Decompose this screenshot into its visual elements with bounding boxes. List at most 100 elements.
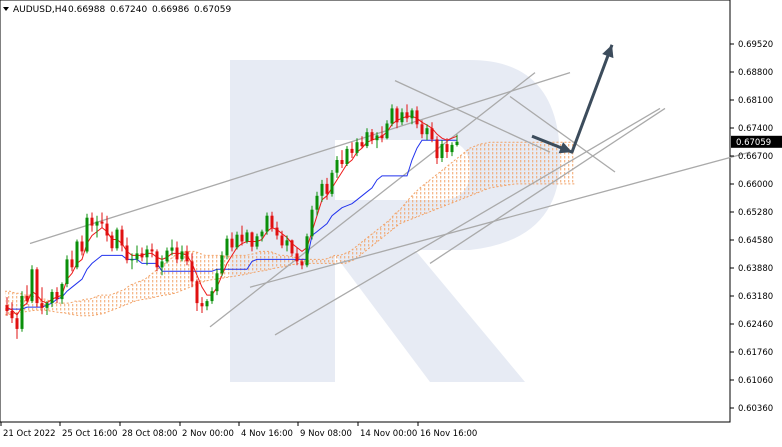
ichimoku-cloud <box>4 141 575 317</box>
time-tick-label: 14 Nov 00:00 <box>360 429 417 439</box>
candle <box>185 245 189 266</box>
forecast-mid-arrowhead <box>558 142 572 154</box>
candle-body <box>400 112 404 123</box>
candle <box>245 229 249 244</box>
candle-body <box>65 259 69 284</box>
candle-body <box>240 234 244 242</box>
candle <box>145 245 149 266</box>
candle-body <box>310 209 314 237</box>
current-price-box <box>731 135 782 148</box>
candle-body <box>305 236 309 266</box>
candle-body <box>35 269 39 304</box>
candle <box>70 250 74 272</box>
candle-body <box>235 234 239 248</box>
candle <box>235 231 239 250</box>
candle-body <box>270 215 274 228</box>
candle <box>140 247 144 262</box>
candle-body <box>420 124 424 135</box>
candle <box>410 108 414 125</box>
trend-channels <box>29 71 751 336</box>
kijun-sen-line <box>7 139 457 310</box>
candle <box>155 249 159 272</box>
senkou-b-line <box>4 183 575 317</box>
time-axis: 21 Oct 2022 25 Oct 16:00 28 Oct 08:00 2 Nov… <box>0 422 477 439</box>
candle <box>370 129 374 145</box>
candle-body <box>50 292 54 304</box>
time-tick-label: 25 Oct 16:00 <box>62 429 117 439</box>
candle <box>405 104 409 123</box>
candle <box>415 106 419 129</box>
candle-body <box>360 142 364 147</box>
candle <box>80 235 84 256</box>
candle <box>65 255 69 288</box>
candle-body <box>250 232 254 247</box>
candle-body <box>445 144 449 152</box>
price-tick-label: 0.63880 <box>738 264 773 274</box>
candle <box>335 156 339 178</box>
candle <box>5 297 9 316</box>
candle <box>35 267 39 308</box>
candle-body <box>405 112 409 119</box>
candle-body <box>90 217 94 226</box>
trend-line-2 <box>274 107 661 336</box>
candle <box>395 106 399 129</box>
time-tick-label: 9 Nov 08:00 <box>300 429 352 439</box>
candle-body <box>430 128 434 140</box>
candle-body <box>185 251 189 262</box>
trend-line-1 <box>209 72 536 328</box>
candle <box>365 128 369 149</box>
candle-body <box>315 195 319 210</box>
candle <box>55 287 59 304</box>
symbol-dropdown-icon[interactable] <box>3 7 9 11</box>
candle-body <box>200 303 204 307</box>
candle-body <box>395 108 399 123</box>
symbol-label: AUDUSD,H4 <box>13 5 68 15</box>
candle <box>230 232 234 252</box>
candle-body <box>340 160 344 164</box>
candle-body <box>115 229 119 249</box>
candle <box>150 243 154 258</box>
candle <box>345 146 349 166</box>
candle <box>340 150 344 168</box>
candle <box>260 229 264 242</box>
candle-body <box>80 241 84 252</box>
price-tick-label: 0.67400 <box>738 124 773 134</box>
forecast-end-arrowhead <box>602 44 614 59</box>
candle <box>215 269 219 296</box>
candle-body <box>455 141 459 145</box>
candle-body <box>130 259 134 261</box>
candle-body <box>435 139 439 159</box>
candle <box>190 253 194 288</box>
candle-body <box>280 235 284 246</box>
candle <box>160 255 164 276</box>
candle-body <box>30 269 34 302</box>
candle <box>205 299 209 311</box>
candle-body <box>105 223 109 236</box>
candle <box>315 191 319 216</box>
candle-body <box>25 295 29 302</box>
current-price-label: 0.67059 <box>736 138 771 148</box>
candles <box>5 104 459 339</box>
price-tick-label: 0.63180 <box>738 292 773 302</box>
candle-body <box>170 247 174 251</box>
candle-body <box>5 305 9 312</box>
price-tick-label: 0.62460 <box>738 320 773 330</box>
candle <box>300 259 304 270</box>
candle-body <box>295 253 299 262</box>
candle <box>175 241 179 264</box>
forecast-path <box>531 44 614 154</box>
candle-body <box>210 291 214 302</box>
candle-body <box>330 172 334 194</box>
candle <box>225 235 229 260</box>
candle <box>45 301 49 315</box>
candle <box>400 108 404 126</box>
candle-body <box>285 240 289 246</box>
candle-body <box>300 261 304 266</box>
candle <box>195 279 199 311</box>
candle <box>320 179 324 202</box>
price-tick-label: 0.69520 <box>738 40 773 50</box>
trend-line-5 <box>429 107 666 264</box>
candle <box>270 211 274 232</box>
candle <box>285 235 289 252</box>
time-tick-label: 4 Nov 16:00 <box>241 429 293 439</box>
